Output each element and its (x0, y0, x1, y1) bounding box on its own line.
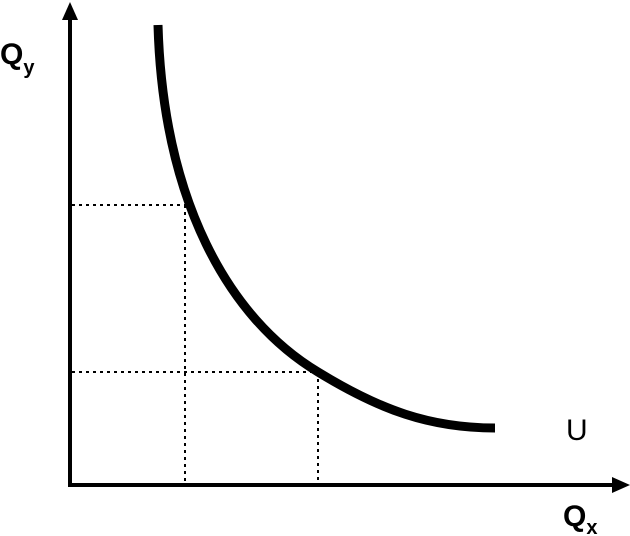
indifference-curve (153, 24, 496, 433)
y-axis-label-main: Q (0, 38, 23, 71)
guide-lines (72, 204, 319, 483)
curve-label: U (566, 414, 588, 447)
x-axis-label: Qx (563, 500, 597, 536)
x-axis-label-sub: x (586, 517, 597, 536)
x-axis-arrow (612, 477, 630, 493)
x-axis-label-main: Q (563, 500, 586, 533)
y-axis-label: Qy (0, 38, 35, 79)
y-axis-label-sub: y (23, 57, 35, 79)
y-axis-arrow (62, 2, 78, 20)
